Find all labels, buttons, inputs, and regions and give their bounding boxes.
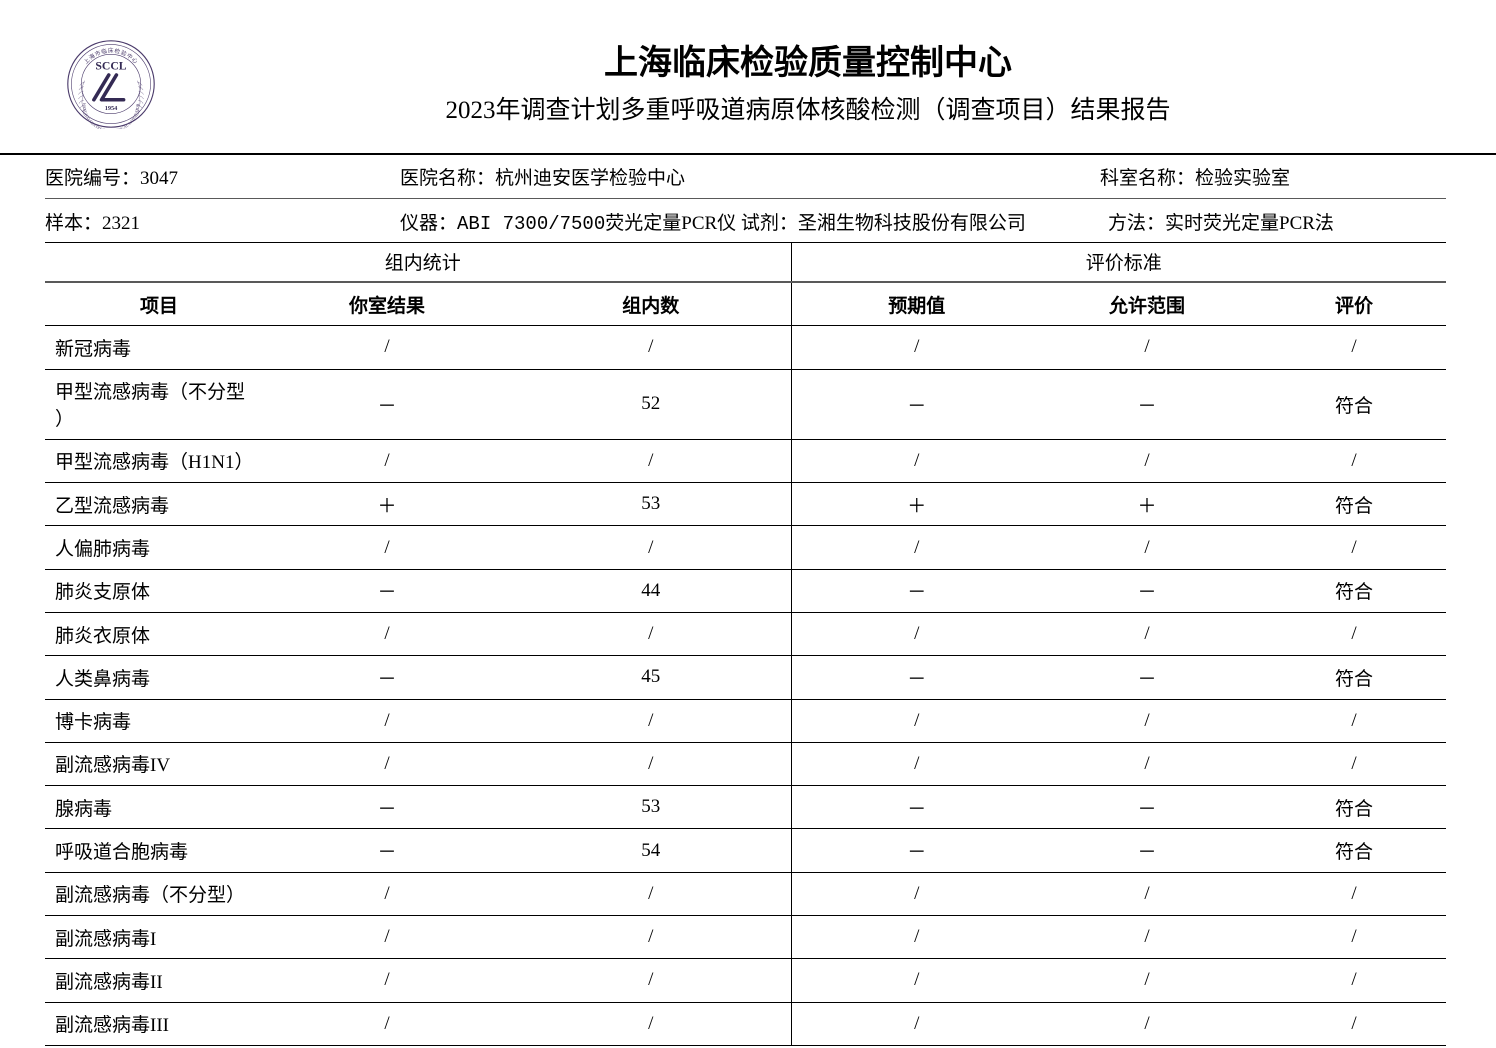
svg-text:1954: 1954	[105, 105, 118, 112]
